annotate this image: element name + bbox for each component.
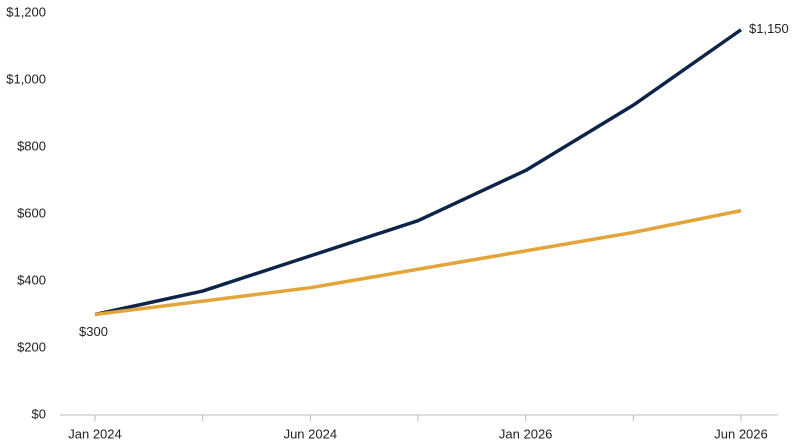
x-tick-label: Jan 2024 [68, 426, 122, 441]
y-tick-label: $200 [17, 339, 46, 354]
y-tick-label: $0 [32, 406, 46, 421]
series-line [94, 208, 742, 317]
series-line [94, 28, 743, 317]
y-tick-label: $1,200 [6, 4, 46, 19]
y-tick-label: $1,000 [6, 71, 46, 86]
y-tick-label: $600 [17, 205, 46, 220]
data-label: $300 [79, 324, 108, 339]
y-tick-label: $400 [17, 272, 46, 287]
data-label: $1,150 [749, 21, 789, 36]
x-tick-label: Jun 2026 [714, 426, 768, 441]
x-tick-label: Jun 2024 [284, 426, 338, 441]
x-tick-label: Jan 2026 [499, 426, 553, 441]
y-tick-label: $800 [17, 138, 46, 153]
